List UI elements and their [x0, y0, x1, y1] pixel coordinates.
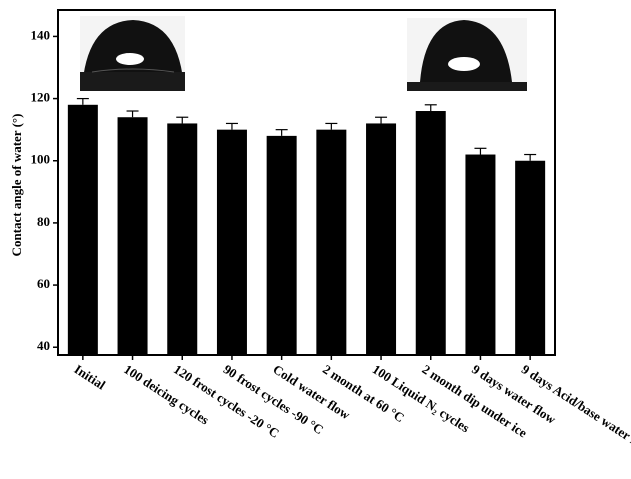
droplet-image-right	[407, 18, 527, 91]
plot-frame	[57, 9, 556, 356]
y-tick-label: 120	[31, 90, 51, 105]
bar	[67, 104, 98, 355]
bar	[366, 123, 397, 355]
bar	[266, 135, 297, 355]
bar	[515, 160, 546, 355]
y-tick-label: 40	[37, 338, 50, 353]
y-tick-label: 140	[31, 27, 51, 42]
y-tick-label: 80	[37, 214, 50, 229]
x-tick-label: Initial	[72, 361, 109, 392]
bar	[216, 129, 247, 355]
bar	[465, 154, 496, 355]
bar	[117, 117, 148, 355]
bar	[415, 111, 446, 355]
y-axis-label: Contact angle of water (°)	[9, 114, 24, 257]
y-tick-label: 60	[37, 276, 50, 291]
droplet-image-left	[80, 16, 185, 91]
bar	[316, 129, 347, 355]
x-tick-label: 100 deicing cycles	[121, 361, 212, 427]
bar	[167, 123, 198, 355]
y-tick-label: 100	[31, 152, 51, 167]
